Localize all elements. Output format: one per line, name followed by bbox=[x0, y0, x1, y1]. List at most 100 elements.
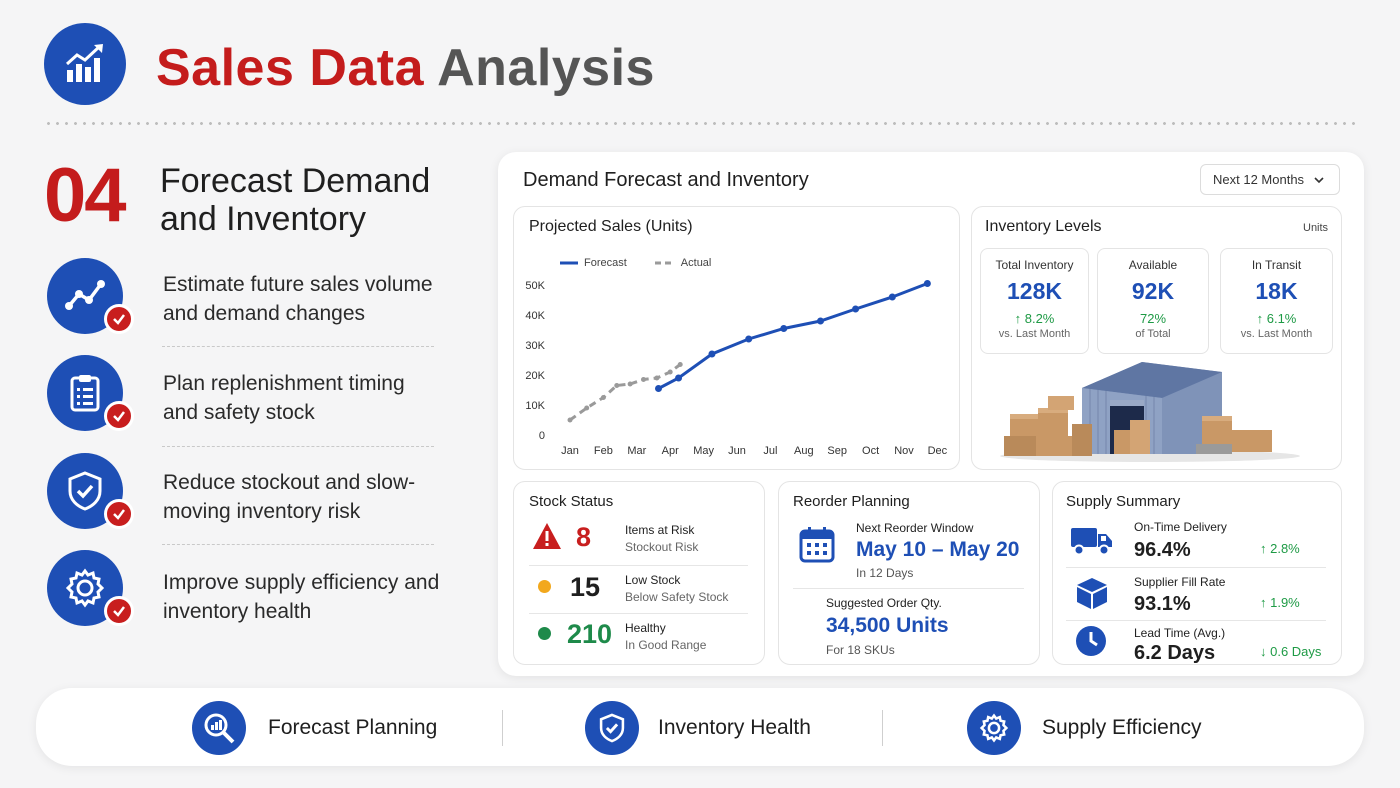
data-point-actual bbox=[654, 375, 660, 381]
shield-check-icon bbox=[68, 471, 102, 511]
feature-text: Reduce stockout and slow-moving inventor… bbox=[163, 471, 416, 523]
warning-triangle-icon bbox=[532, 522, 562, 555]
green-dot-icon bbox=[538, 627, 551, 640]
stock-row-sub: In Good Range bbox=[625, 638, 707, 652]
truck-icon bbox=[1070, 524, 1114, 561]
stock-healthy-count: 210 bbox=[567, 619, 613, 649]
check-badge-icon bbox=[104, 499, 134, 529]
inventory-stat-change: ↑ 6.1% bbox=[1256, 311, 1297, 326]
data-point-forecast bbox=[745, 335, 753, 343]
calendar-icon bbox=[799, 525, 835, 568]
supply-row-value: 93.1% bbox=[1134, 593, 1191, 615]
chevron-down-icon bbox=[1314, 177, 1324, 184]
section-number: 04 bbox=[44, 153, 127, 238]
projected-sales-chart: 0 10K 20K 30K 40K 50K Jan Feb Mar Apr May Jun Jul Aug… bbox=[525, 280, 948, 457]
data-point-actual bbox=[627, 381, 633, 387]
bottom-icon-badge bbox=[192, 701, 246, 755]
x-tick-label: Oct bbox=[862, 445, 879, 457]
y-tick-label: 10K bbox=[525, 400, 545, 412]
bottom-icon-badge bbox=[585, 701, 639, 755]
inventory-stat-total: Total Inventory 128K ↑ 8.2% vs. Last Mon… bbox=[980, 248, 1089, 354]
inventory-stat-change: ↑ 8.2% bbox=[1014, 311, 1055, 326]
header-divider bbox=[44, 122, 1358, 125]
inventory-stat-sub: vs. Last Month bbox=[998, 328, 1071, 340]
feature-divider bbox=[162, 446, 434, 447]
magnifier-chart-icon bbox=[204, 713, 235, 744]
stock-row-text: Healthy In Good Range bbox=[625, 621, 706, 652]
data-point-actual bbox=[567, 417, 573, 423]
legend-actual-label: Actual bbox=[680, 257, 712, 269]
supply-row-value: 6.2 Days bbox=[1134, 642, 1216, 664]
supply-row-change: ↑ 2.8% bbox=[1260, 541, 1300, 556]
inventory-stat-label: Available bbox=[1128, 258, 1178, 272]
x-tick-label: Jan bbox=[561, 445, 579, 457]
inventory-levels-title: Inventory Levels bbox=[985, 218, 1102, 235]
supply-row-change: ↓ 0.6 Days bbox=[1260, 644, 1322, 659]
x-tick-label: Feb bbox=[594, 445, 613, 457]
x-tick-label: Mar bbox=[627, 445, 646, 457]
chart-legend: Forecast Actual bbox=[560, 257, 711, 269]
feature-text: Improve supply efficiency and inventory … bbox=[163, 571, 440, 623]
stock-divider bbox=[529, 565, 748, 566]
supply-row-change: ↑ 1.9% bbox=[1260, 595, 1300, 610]
dashboard-title: Demand Forecast and Inventory bbox=[523, 169, 809, 191]
stock-low-count: 15 bbox=[570, 572, 601, 602]
inventory-stat-label: Total Inventory bbox=[995, 258, 1074, 272]
data-point-actual bbox=[640, 377, 646, 382]
legend-actual-swatch bbox=[654, 261, 675, 265]
feature-divider bbox=[162, 544, 434, 545]
reorder-planning-title: Reorder Planning bbox=[793, 493, 910, 510]
shield-check-icon bbox=[599, 713, 625, 743]
data-point-forecast bbox=[852, 305, 860, 313]
check-badge-icon bbox=[104, 401, 134, 431]
feature-text: Estimate future sales volume and demand … bbox=[163, 273, 433, 325]
series-line-actual bbox=[569, 363, 682, 422]
data-point-forecast bbox=[655, 385, 663, 392]
supply-row-label: Supplier Fill Rate bbox=[1134, 575, 1226, 589]
data-point-forecast bbox=[923, 280, 931, 287]
section-title: Forecast Demand and Inventory bbox=[160, 162, 431, 238]
supply-row-label: Lead Time (Avg.) bbox=[1134, 626, 1226, 640]
inventory-stat-value: 18K bbox=[1255, 278, 1298, 304]
gear-icon bbox=[65, 568, 105, 608]
series-line-forecast bbox=[657, 282, 928, 390]
stock-row-sub: Below Safety Stock bbox=[625, 590, 729, 604]
inventory-unit-label: Units bbox=[1303, 222, 1329, 234]
trend-line-icon bbox=[65, 280, 105, 310]
stock-row-label: Items at Risk bbox=[625, 523, 695, 537]
supply-summary-title: Supply Summary bbox=[1066, 493, 1181, 510]
data-point-forecast bbox=[888, 293, 896, 301]
projected-sales-card bbox=[513, 206, 960, 470]
feature-icon-badge bbox=[47, 550, 123, 626]
data-point-actual bbox=[584, 405, 590, 411]
x-tick-label: Aug bbox=[794, 445, 814, 457]
clipboard-list-icon bbox=[70, 375, 100, 412]
bottom-divider bbox=[882, 710, 883, 746]
data-point-actual bbox=[667, 369, 673, 375]
data-point-forecast bbox=[817, 317, 824, 325]
stock-status-title: Stock Status bbox=[529, 493, 614, 510]
inventory-stat-sub: of Total bbox=[1135, 328, 1171, 340]
data-point-forecast bbox=[708, 350, 716, 358]
inventory-stat-value: 128K bbox=[1007, 278, 1062, 304]
x-tick-label: Jun bbox=[728, 445, 746, 457]
bottom-label: Inventory Health bbox=[658, 716, 811, 739]
period-select[interactable]: Next 12 Months bbox=[1200, 164, 1340, 195]
legend-forecast-swatch bbox=[560, 261, 578, 265]
y-tick-label: 0 bbox=[539, 430, 545, 442]
supply-divider bbox=[1066, 567, 1326, 568]
bottom-label: Supply Efficiency bbox=[1042, 716, 1202, 739]
page-title: Sales Data Analysis bbox=[156, 36, 655, 100]
x-tick-label: May bbox=[693, 445, 714, 457]
stock-row-label: Healthy bbox=[625, 621, 666, 635]
y-tick-label: 50K bbox=[525, 280, 545, 292]
x-tick-label: Apr bbox=[662, 445, 679, 457]
inventory-stat-available: Available 92K 72% of Total bbox=[1097, 248, 1209, 354]
title-red-part: Sales Data bbox=[156, 39, 425, 97]
order-qty-sub: For 18 SKUs bbox=[826, 643, 895, 657]
stock-divider bbox=[529, 613, 748, 614]
supply-row-label: On-Time Delivery bbox=[1134, 520, 1227, 534]
stock-risk-count: 8 bbox=[576, 522, 592, 552]
order-qty-value: 34,500 Units bbox=[826, 614, 949, 637]
logo-badge bbox=[44, 23, 126, 105]
